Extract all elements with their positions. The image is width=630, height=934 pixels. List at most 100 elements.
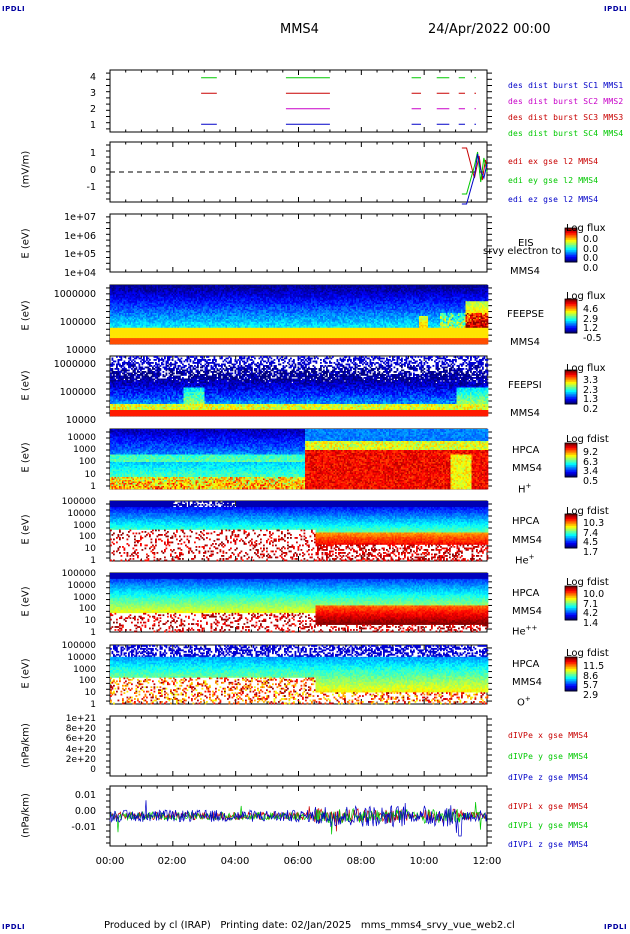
spectrogram-cell xyxy=(144,333,147,336)
spectrogram-cell xyxy=(122,293,124,296)
spectrogram-cell xyxy=(126,310,129,312)
spectrogram-cell xyxy=(117,329,120,332)
spectrogram-cell xyxy=(128,329,130,332)
spectrogram-cell xyxy=(129,289,132,292)
spectrogram-cell xyxy=(128,296,130,299)
spectrogram-cell xyxy=(140,307,142,309)
spectrogram-cell xyxy=(125,311,127,314)
spectrogram-cell xyxy=(131,324,133,327)
spectrogram-cell xyxy=(113,286,115,289)
spectrogram-cell xyxy=(111,329,114,332)
spectrogram-cell xyxy=(111,320,114,323)
spectrogram-cell xyxy=(144,336,147,339)
spectrogram-cell xyxy=(123,330,126,333)
spectrogram-cell xyxy=(123,326,126,329)
spectrogram-cell xyxy=(135,342,138,345)
spectrogram-cell xyxy=(116,314,118,317)
spectrogram-cell xyxy=(113,290,115,293)
spectrogram-cell xyxy=(119,292,121,295)
spectrogram-cell xyxy=(137,332,139,334)
spectrogram-cell xyxy=(134,286,136,289)
spectrogram-cell xyxy=(128,285,130,287)
spectrogram-cell xyxy=(138,338,141,340)
spectrogram-cell xyxy=(144,298,147,301)
spectrogram-cell xyxy=(119,336,121,339)
spectrogram-cell xyxy=(110,336,112,339)
spectrogram-cell xyxy=(122,336,124,339)
spectrogram-cell xyxy=(137,314,139,317)
spectrogram-cell xyxy=(138,314,141,317)
spectrogram-cell xyxy=(137,286,139,289)
spectrogram-cell xyxy=(146,324,148,327)
spectrogram-cell xyxy=(138,326,141,329)
spectrogram-cell xyxy=(126,324,129,327)
spectrogram-cell xyxy=(143,293,145,296)
spectrogram-cell xyxy=(119,342,121,345)
spectrogram-cell xyxy=(144,332,147,334)
spectrogram-cell xyxy=(111,321,114,324)
spectrogram-cell xyxy=(131,321,133,324)
spectrogram-cell xyxy=(126,299,129,302)
spectrogram-cell xyxy=(116,324,118,327)
spectrogram-cell xyxy=(144,339,147,342)
spectrogram-cell xyxy=(146,298,148,301)
spectrogram-cell xyxy=(119,310,121,312)
spectrogram-cell xyxy=(134,308,136,311)
spectrogram-cell xyxy=(131,313,133,315)
spectrogram-cell xyxy=(149,315,151,318)
spectrogram-cell xyxy=(134,317,136,320)
spectrogram-cell xyxy=(111,338,114,340)
spectrogram-cell xyxy=(111,313,114,315)
spectrogram-cell xyxy=(114,324,117,327)
spectrogram-cell xyxy=(116,310,118,312)
spectrogram-cell xyxy=(122,342,124,345)
spectrogram-cell xyxy=(116,285,118,287)
spectrogram-cell xyxy=(144,318,147,321)
spectrogram-cell xyxy=(114,332,117,334)
spectrogram-cell xyxy=(146,313,148,315)
spectrogram-cell xyxy=(144,299,147,302)
spectrogram-cell xyxy=(120,320,123,323)
spectrogram-cell xyxy=(140,310,142,312)
spectrogram-cell xyxy=(128,307,130,309)
spectrogram-cell xyxy=(132,318,135,321)
spectrogram-cell xyxy=(134,324,136,327)
spectrogram-cell xyxy=(117,304,120,306)
spectrogram-cell xyxy=(146,293,148,296)
spectrogram-cell xyxy=(137,304,139,306)
spectrogram-cell xyxy=(110,302,112,305)
spectrogram-cell xyxy=(120,338,123,340)
spectrogram-cell xyxy=(150,295,153,298)
spectrogram-cell xyxy=(146,308,148,311)
spectrogram-cell xyxy=(144,341,147,343)
spectrogram-cell xyxy=(110,333,112,336)
spectrogram-cell xyxy=(122,310,124,312)
spectrogram-cell xyxy=(147,338,150,340)
spectrogram-cell xyxy=(129,301,132,303)
spectrogram-cell xyxy=(123,342,126,345)
spectrogram-cell xyxy=(132,307,135,309)
spectrogram-cell xyxy=(120,314,123,317)
spectrogram-cell xyxy=(117,320,120,323)
spectrogram-cell xyxy=(135,304,138,306)
spectrogram-cell xyxy=(138,342,141,345)
spectrogram-cell xyxy=(141,293,144,296)
spectrogram-cell xyxy=(116,287,118,290)
spectrogram-cell xyxy=(111,298,114,301)
spectrogram-cell xyxy=(137,293,139,296)
spectrogram-cell xyxy=(126,293,129,296)
spectrogram-cell xyxy=(110,321,112,324)
spectrogram-cell xyxy=(122,326,124,329)
spectrogram-cell xyxy=(137,296,139,299)
spectrogram-cell xyxy=(126,335,129,337)
spectrogram-cell xyxy=(110,299,112,302)
spectrogram-cell xyxy=(119,339,121,342)
spectrogram-cell xyxy=(110,301,112,303)
spectrogram-cell xyxy=(119,314,121,317)
spectrogram-cell xyxy=(125,304,127,306)
spectrogram-cell xyxy=(111,332,114,334)
spectrogram-cell xyxy=(138,293,141,296)
spectrogram-cell xyxy=(131,293,133,296)
spectrogram-cell xyxy=(144,326,147,329)
spectrogram-cell xyxy=(143,321,145,324)
